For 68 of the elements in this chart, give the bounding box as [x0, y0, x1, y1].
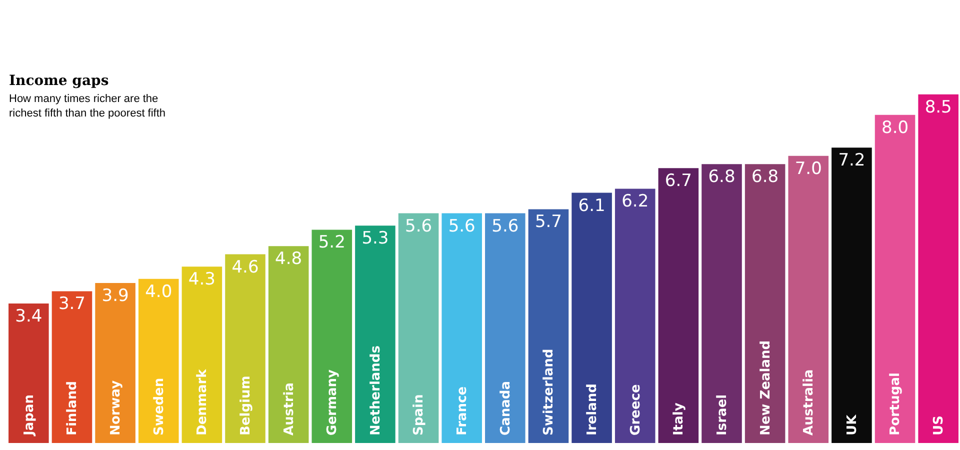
- bar: [744, 164, 786, 443]
- x-tick-label: Ireland: [585, 384, 600, 436]
- bar: [528, 209, 569, 443]
- x-tick-label: Portugal: [888, 372, 904, 436]
- x-tick-label: Spain: [412, 394, 427, 436]
- data-label: 6.7: [664, 171, 692, 192]
- data-label: 3.4: [15, 306, 42, 327]
- bar: [702, 164, 742, 443]
- x-tick-label: Belgium: [238, 376, 254, 436]
- bar: [312, 230, 352, 443]
- bar: [52, 291, 92, 443]
- data-label: 7.0: [794, 158, 822, 179]
- x-tick-label: France: [455, 386, 470, 436]
- data-label: 5.2: [318, 232, 346, 253]
- data-label: 5.3: [362, 228, 389, 249]
- x-tick-label: Canada: [498, 381, 514, 436]
- bar: [658, 168, 699, 443]
- bar: [398, 213, 439, 443]
- bar: [138, 278, 179, 443]
- x-tick-label: Finland: [65, 381, 80, 436]
- x-tick-label: New Zealand: [758, 340, 774, 436]
- chart-title: Income gaps: [9, 73, 109, 89]
- bar: [874, 114, 916, 443]
- data-label: 5.6: [405, 216, 432, 236]
- data-label: 6.8: [708, 167, 736, 188]
- data-label: 5.7: [534, 212, 562, 232]
- bar: [918, 94, 958, 443]
- x-tick-label: UK: [844, 414, 860, 436]
- x-tick-label: Germany: [325, 368, 340, 436]
- data-label: 8.5: [924, 97, 952, 118]
- data-label: 5.6: [448, 216, 476, 236]
- x-tick-label: Australia: [802, 369, 817, 436]
- bar: [182, 266, 222, 443]
- data-label: 8.0: [882, 118, 909, 138]
- x-tick-label: Norway: [108, 380, 124, 436]
- x-tick-label: Sweden: [152, 378, 167, 436]
- data-label: 4.6: [232, 257, 259, 278]
- x-tick-label: Israel: [714, 394, 730, 436]
- data-label: 4.3: [188, 270, 216, 290]
- data-label: 6.2: [622, 192, 649, 212]
- data-label: 6.8: [752, 167, 779, 188]
- bar: [8, 304, 49, 443]
- data-label: 4.0: [145, 282, 172, 302]
- x-tick-label: Italy: [672, 402, 687, 436]
- bar: [355, 226, 396, 443]
- bar: [442, 213, 482, 443]
- x-tick-label: Netherlands: [368, 345, 384, 436]
- data-label: 4.8: [275, 249, 302, 270]
- data-label: 7.2: [838, 150, 866, 171]
- bar: [268, 246, 309, 443]
- x-tick-label: Japan: [22, 394, 37, 436]
- bar: [225, 254, 266, 443]
- x-tick-label: Greece: [628, 384, 644, 436]
- bar: [95, 283, 136, 443]
- bar: [614, 188, 656, 443]
- x-tick-label: US: [932, 416, 947, 436]
- data-label: 6.1: [578, 196, 606, 216]
- bar: [485, 213, 526, 443]
- x-tick-label: Denmark: [195, 368, 210, 436]
- data-label: 3.9: [102, 286, 129, 306]
- bar: [572, 192, 612, 443]
- data-label: 3.7: [58, 294, 86, 314]
- data-label: 5.6: [492, 216, 519, 236]
- bar: [832, 148, 872, 443]
- x-tick-label: Austria: [282, 382, 297, 436]
- x-tick-label: Switzerland: [542, 348, 557, 436]
- text: How many times richer are the richest fifth than the poorest fifth: [9, 93, 166, 120]
- bar: [788, 156, 829, 443]
